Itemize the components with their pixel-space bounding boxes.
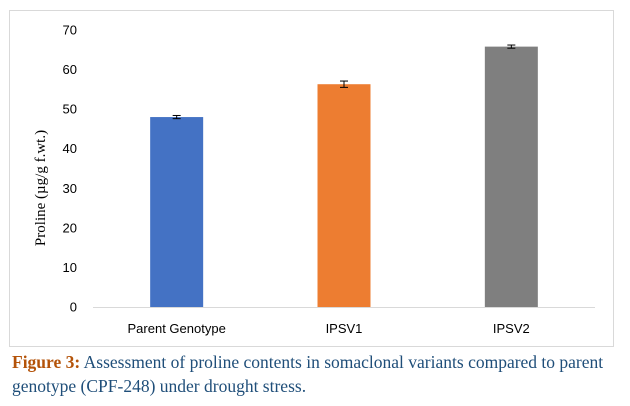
figure-caption: Figure 3: Assessment of proline contents… <box>12 350 624 398</box>
caption-label: Figure 3: <box>12 352 81 372</box>
y-tick-label: 30 <box>63 181 77 196</box>
y-tick-label: 40 <box>63 141 77 156</box>
bar-parent-genotype <box>150 117 204 307</box>
bar-chart: Proline (µg/g f.wt.) 0 10 20 30 40 50 60 70 Par… <box>33 23 595 336</box>
y-axis-title: Proline (µg/g f.wt.) <box>33 130 49 246</box>
bar-ipsv2 <box>484 46 538 308</box>
y-tick-label: 50 <box>63 102 77 117</box>
x-tick-labels: Parent Genotype IPSV1 IPSV2 <box>128 321 530 336</box>
y-tick-label: 10 <box>63 260 77 275</box>
y-tick-labels: 0 10 20 30 40 50 60 70 <box>63 23 77 315</box>
x-tick-label: IPSV2 <box>493 321 530 336</box>
bars <box>150 46 538 308</box>
y-tick-label: 60 <box>63 62 77 77</box>
error-bar <box>507 44 516 49</box>
error-bar <box>340 80 348 88</box>
error-bars <box>172 44 516 120</box>
x-tick-label: IPSV1 <box>326 321 363 336</box>
y-tick-label: 20 <box>63 220 77 235</box>
bar-ipsv1 <box>317 84 371 307</box>
y-tick-label: 0 <box>70 300 77 315</box>
error-bar <box>172 114 181 120</box>
x-tick-label: Parent Genotype <box>128 321 226 336</box>
y-tick-label: 70 <box>63 23 77 38</box>
caption-text: Assessment of proline contents in somacl… <box>12 352 604 396</box>
